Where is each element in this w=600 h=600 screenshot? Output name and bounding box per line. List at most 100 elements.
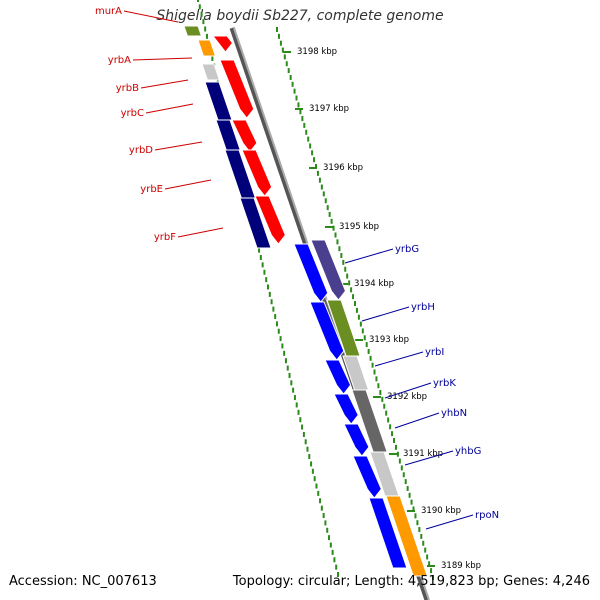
gene-arrow — [219, 59, 255, 119]
ruler-mark — [291, 81, 294, 87]
ruler-mark — [216, 78, 219, 84]
gene-label-yhbG: yhbG — [455, 446, 481, 457]
gene-arrow — [231, 119, 258, 153]
ruler-mark — [316, 170, 319, 176]
ruler-mark — [258, 247, 261, 253]
ruler-mark — [338, 246, 341, 252]
ruler-mark — [285, 61, 288, 67]
gene-arrow — [333, 393, 359, 425]
ruler-mark — [293, 88, 296, 94]
ruler-mark — [404, 479, 407, 485]
ruler-mark — [279, 336, 282, 342]
ruler-mark — [320, 505, 323, 511]
ruler-mark — [322, 191, 325, 197]
ruler-tick — [325, 226, 333, 228]
gene-block — [351, 389, 388, 453]
ruler-mark — [315, 483, 318, 489]
ruler-mark — [304, 439, 307, 445]
ruler-mark — [197, 0, 199, 2]
ruler-tick-label: 3193 kbp — [369, 335, 409, 345]
ruler-mark — [391, 431, 394, 437]
ruler-mark — [329, 542, 332, 548]
ruler-mark — [204, 26, 207, 32]
ruler-mark — [288, 372, 291, 378]
ruler-mark — [311, 468, 314, 474]
ruler-mark — [277, 33, 280, 39]
ruler-mark — [344, 266, 347, 272]
ruler-mark — [375, 376, 378, 382]
ruler-mark — [394, 444, 397, 450]
gene-leader-line — [164, 179, 212, 190]
ruler-mark — [333, 557, 336, 563]
ruler-tick-label: 3195 kbp — [339, 222, 379, 232]
ruler-tick-label: 3194 kbp — [354, 279, 394, 289]
ruler-mark — [416, 520, 419, 526]
gene-block — [326, 299, 361, 357]
ruler-mark — [363, 335, 366, 341]
ruler-mark — [428, 561, 431, 567]
genome-summary-text: Topology: circular; Length: 4,519,823 bp… — [232, 574, 590, 589]
gene-label-yrbD: yrbD — [129, 145, 153, 156]
gene-leader-line — [132, 57, 193, 61]
gene-label-rpoN: rpoN — [475, 510, 499, 521]
ruler-mark — [268, 291, 271, 297]
ruler-tick-label: 3197 kbp — [309, 104, 349, 114]
ruler-mark — [387, 417, 390, 423]
gene-leader-line — [123, 10, 179, 23]
ruler-tick-label: 3189 kbp — [441, 561, 481, 571]
ruler-mark — [284, 358, 287, 364]
ruler-mark — [357, 314, 360, 320]
ruler-tick — [309, 167, 317, 169]
ruler-mark — [367, 348, 370, 354]
ruler-tick — [340, 283, 348, 285]
gene-arrow — [343, 423, 370, 457]
ruler-mark — [383, 403, 386, 409]
ruler-tick — [283, 51, 291, 53]
ruler-mark — [202, 19, 205, 25]
ruler-mark — [313, 476, 316, 482]
ruler-mark — [377, 383, 380, 389]
ruler-mark — [396, 451, 399, 457]
ruler-mark — [332, 225, 335, 231]
ruler-mark — [348, 280, 351, 286]
ruler-mark — [320, 184, 323, 190]
ruler-mark — [318, 177, 321, 183]
ruler-mark — [259, 255, 262, 261]
gene-block — [368, 497, 408, 569]
gene-arrow — [352, 455, 382, 499]
ruler-mark — [286, 365, 289, 371]
gene-leader-line — [344, 248, 394, 264]
gene-leader-line — [384, 382, 432, 399]
gene-leader-line — [154, 141, 203, 151]
ruler-tick-label: 3191 kbp — [403, 449, 443, 459]
ruler-tick — [427, 565, 435, 567]
gene-arrow — [241, 149, 273, 197]
ruler-mark — [279, 40, 282, 46]
ruler-mark — [306, 446, 309, 452]
gene-leader-line — [425, 514, 474, 530]
ruler-mark — [211, 55, 214, 61]
gene-block — [183, 25, 203, 37]
gene-leader-line — [140, 79, 189, 89]
ruler-tick-label: 3190 kbp — [421, 506, 461, 516]
ruler-mark — [297, 409, 300, 415]
ruler-mark — [289, 74, 292, 80]
gene-leader-line — [145, 103, 194, 114]
ruler-mark — [281, 343, 284, 349]
ruler-mark — [400, 465, 403, 471]
gene-label-yrbK: yrbK — [433, 378, 456, 389]
ruler-mark — [263, 269, 266, 275]
ruler-mark — [303, 122, 306, 128]
ruler-mark — [319, 498, 322, 504]
ruler-mark — [381, 396, 384, 402]
ruler-mark — [275, 321, 278, 327]
ruler-mark — [402, 472, 405, 478]
gene-label-yrbB: yrbB — [116, 83, 139, 94]
ruler-mark — [200, 11, 203, 17]
ruler-mark — [324, 198, 327, 204]
ruler-mark — [301, 424, 304, 430]
ruler-mark — [302, 431, 305, 437]
ruler-mark — [414, 513, 417, 519]
ruler-tick — [389, 453, 397, 455]
ruler-mark — [420, 533, 423, 539]
